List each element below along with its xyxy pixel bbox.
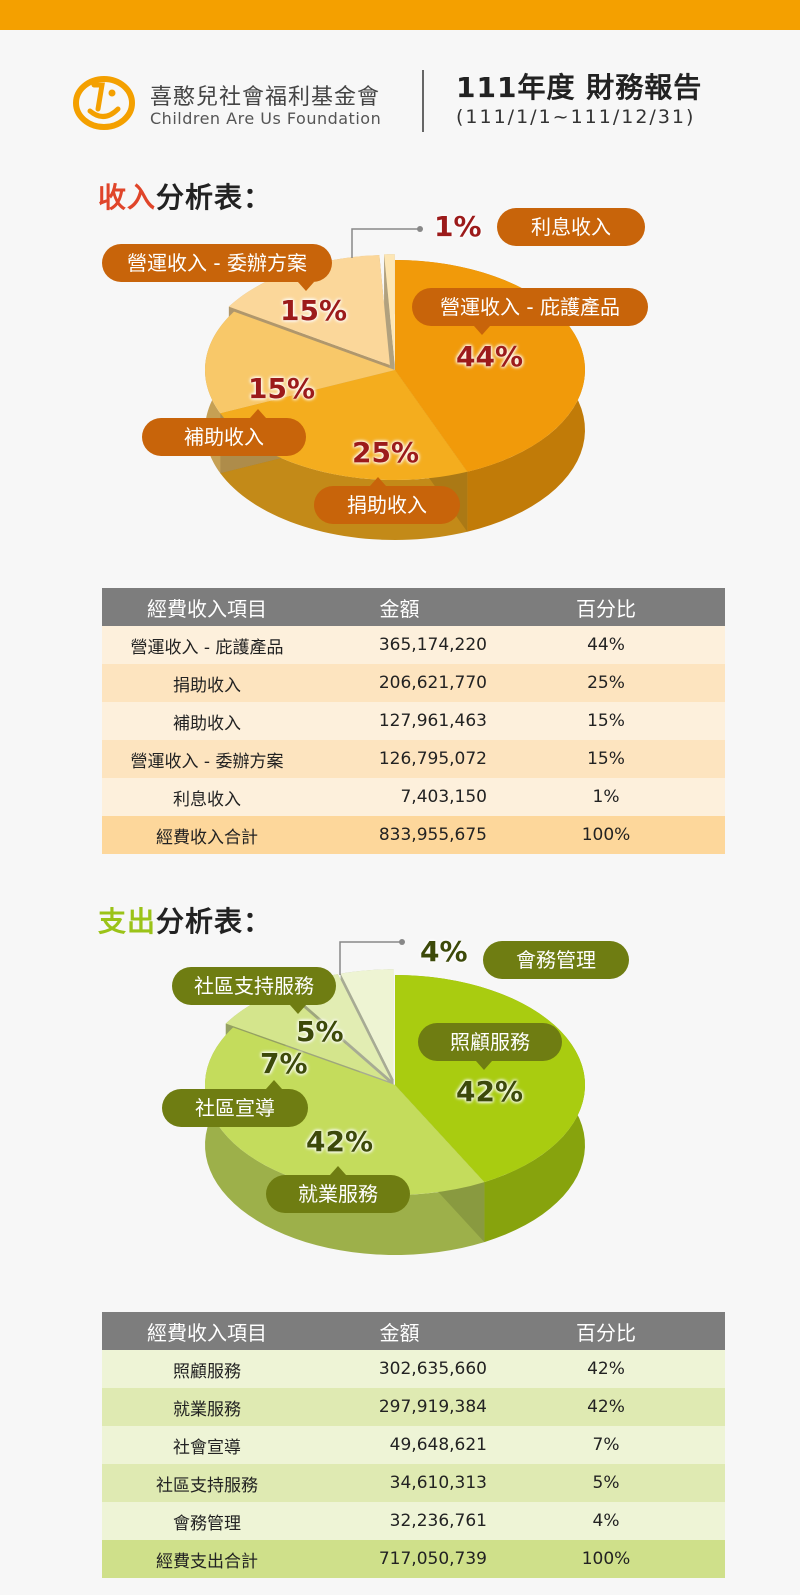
income-pie-chart: 營運收入 - 委辦方案 15% 1% 利息收入 營運收入 - 庇護產品 44% … [0, 208, 800, 570]
expense-title-accent: 支出 [98, 905, 157, 938]
expense-pct-community: 5% [296, 1015, 344, 1048]
income-label-interest: 利息收入 [497, 208, 645, 246]
income-table: 經費收入項目 金額 百分比 營運收入 - 庇護產品 365,174,220 44… [102, 588, 725, 854]
header-divider [422, 70, 424, 132]
expense-title-rest: 分析表： [156, 905, 273, 938]
table-row: 社會宣導 49,648,621 7% [102, 1426, 725, 1464]
income-section-title: 收入分析表： [98, 176, 272, 216]
expense-label-employment: 就業服務 [266, 1166, 410, 1213]
expense-label-advocacy: 社區宣導 [162, 1080, 308, 1127]
income-slice-4 [384, 254, 395, 365]
expense-label-care: 照顧服務 [418, 1023, 562, 1070]
expense-pct-advocacy: 7% [260, 1047, 308, 1080]
org-name-cn: 喜憨兒社會福利基金會 [150, 85, 381, 110]
income-label-commission: 營運收入 - 委辦方案 [102, 244, 332, 291]
expense-section-title: 支出分析表： [98, 900, 272, 940]
smiley-face-icon [73, 76, 135, 130]
table-row: 營運收入 - 庇護產品 365,174,220 44% [102, 626, 725, 664]
expense-pie-chart: 4% 會務管理 社區支持服務 5% 7% 照顧服務 42% 社區宣導 42% 就… [0, 935, 800, 1290]
income-total-row: 經費收入合計 833,955,675 100% [102, 816, 725, 854]
income-title-rest: 分析表： [156, 181, 273, 214]
expense-label-community: 社區支持服務 [172, 967, 336, 1014]
income-pct-subsidy: 15% [248, 372, 316, 405]
top-accent-bar [0, 0, 800, 30]
income-slice-3 [228, 255, 390, 366]
foundation-logo: 喜憨兒社會福利基金會 Children Are Us Foundation [72, 75, 402, 135]
table-row: 利息收入 7,403,150 1% [102, 778, 725, 816]
income-label-subsidy: 補助收入 [142, 409, 306, 456]
expense-total-row: 經費支出合計 717,050,739 100% [102, 1540, 725, 1578]
income-label-donation: 捐助收入 [314, 477, 460, 524]
income-pct-commission: 15% [280, 294, 348, 327]
expense-slice-1 [204, 1027, 485, 1195]
expense-table-header: 經費收入項目 金額 百分比 [102, 1312, 725, 1350]
page-header: 喜憨兒社會福利基金會 Children Are Us Foundation 11… [0, 60, 800, 140]
income-title-accent: 收入 [98, 181, 157, 214]
expense-admin-leader [339, 941, 402, 975]
income-pct-shelter: 44% [456, 340, 524, 373]
expense-pct-care: 42% [456, 1075, 524, 1108]
table-row: 補助收入 127,961,463 15% [102, 702, 725, 740]
expense-col-item: 經費收入項目 [102, 1312, 312, 1350]
report-period: (111/1/1~111/12/31) [456, 106, 696, 128]
income-slice-2 [205, 311, 395, 414]
expense-label-admin: 會務管理 [483, 941, 629, 979]
org-name-en: Children Are Us Foundation [150, 109, 382, 128]
expense-pie-svg [204, 939, 585, 1255]
report-title: 111年度 財務報告 [456, 71, 703, 104]
income-pct-interest: 1% [434, 210, 482, 243]
table-row: 社區支持服務 34,610,313 5% [102, 1464, 725, 1502]
table-row: 捐助收入 206,621,770 25% [102, 664, 725, 702]
income-interest-leader [351, 228, 420, 258]
table-row: 就業服務 297,919,384 42% [102, 1388, 725, 1426]
income-col-percent: 百分比 [487, 588, 725, 626]
expense-pct-employment: 42% [306, 1125, 374, 1158]
expense-slice-4 [340, 969, 394, 1080]
expense-col-percent: 百分比 [487, 1312, 725, 1350]
income-interest-leader-dot [417, 226, 423, 232]
income-table-header: 經費收入項目 金額 百分比 [102, 588, 725, 626]
table-row: 會務管理 32,236,761 4% [102, 1502, 725, 1540]
table-row: 營運收入 - 委辦方案 126,795,072 15% [102, 740, 725, 778]
expense-admin-leader-dot [399, 939, 405, 945]
expense-slice-2 [225, 989, 388, 1081]
table-row: 照顧服務 302,635,660 42% [102, 1350, 725, 1388]
income-pct-donation: 25% [352, 436, 420, 469]
expense-pct-admin: 4% [420, 935, 468, 968]
income-col-item: 經費收入項目 [102, 588, 312, 626]
expense-col-amount: 金額 [312, 1312, 487, 1350]
income-label-shelter: 營運收入 - 庇護產品 [412, 288, 648, 335]
expense-table: 經費收入項目 金額 百分比 照顧服務 302,635,660 42% 就業服務 … [102, 1312, 725, 1578]
income-col-amount: 金額 [312, 588, 487, 626]
